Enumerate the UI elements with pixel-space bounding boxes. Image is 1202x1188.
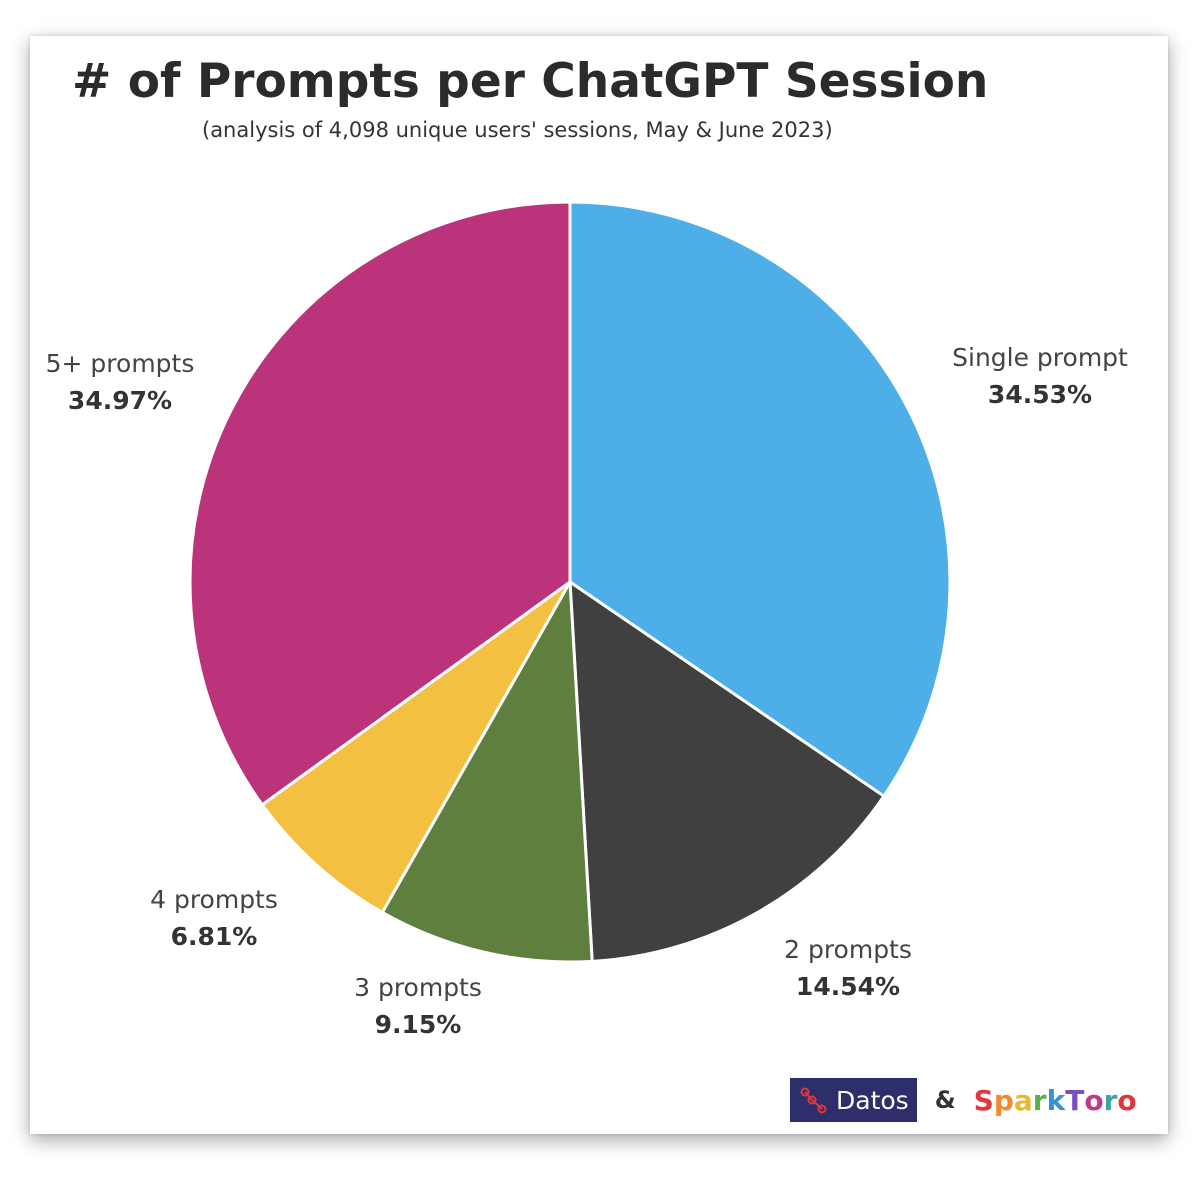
- sparktoro-letter: o: [1084, 1083, 1104, 1117]
- pie-slices: [188, 200, 952, 964]
- slice-label-3: 3 prompts: [354, 973, 482, 1002]
- sparktoro-letter: a: [1013, 1083, 1033, 1117]
- sparktoro-letter: T: [1065, 1083, 1085, 1117]
- slice-value-4: 6.81%: [171, 922, 258, 951]
- sparktoro-letter: S: [973, 1083, 994, 1117]
- source-logos: Datos & SparkToro: [790, 1078, 1137, 1122]
- chart-title: # of Prompts per ChatGPT Session: [72, 54, 989, 109]
- slice-value-3: 9.15%: [375, 1010, 462, 1039]
- pie-slice-4: [260, 580, 572, 914]
- pie-slice-5: [188, 200, 572, 807]
- datos-logo: Datos: [790, 1078, 917, 1122]
- sparktoro-letter: o: [1117, 1083, 1137, 1117]
- slice-label-5: 5+ prompts: [46, 349, 195, 378]
- sparktoro-letter: k: [1046, 1083, 1066, 1117]
- datos-network-icon: [800, 1087, 827, 1114]
- slice-label-1: Single prompt: [952, 343, 1128, 372]
- slice-label-4: 4 prompts: [150, 885, 278, 914]
- chart-card: # of Prompts per ChatGPT Session (analys…: [30, 36, 1168, 1134]
- slice-value-2: 14.54%: [796, 972, 900, 1001]
- datos-logo-text: Datos: [836, 1085, 909, 1115]
- slice-value-5: 34.97%: [68, 386, 172, 415]
- pie-labels: Single prompt 34.53% 2 prompts 14.54% 3 prom…: [46, 343, 1128, 1039]
- sparktoro-letter: p: [993, 1083, 1014, 1117]
- pie-slice-2: [568, 580, 886, 963]
- slice-value-1: 34.53%: [988, 380, 1092, 409]
- sparktoro-logo: SparkToro: [974, 1084, 1137, 1117]
- pie-slice-1: [568, 200, 952, 798]
- pie-slice-3: [380, 580, 594, 964]
- sparktoro-letter: r: [1103, 1083, 1118, 1117]
- pie-chart: Single prompt 34.53% 2 prompts 14.54% 3 prom…: [46, 200, 1128, 1039]
- chart-subtitle: (analysis of 4,098 unique users' session…: [202, 118, 833, 142]
- slice-label-2: 2 prompts: [784, 935, 912, 964]
- sparktoro-letter: r: [1032, 1083, 1047, 1117]
- logo-ampersand: &: [934, 1086, 956, 1114]
